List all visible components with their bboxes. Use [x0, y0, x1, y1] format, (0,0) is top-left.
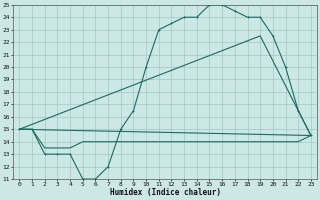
X-axis label: Humidex (Indice chaleur): Humidex (Indice chaleur) [110, 188, 220, 197]
